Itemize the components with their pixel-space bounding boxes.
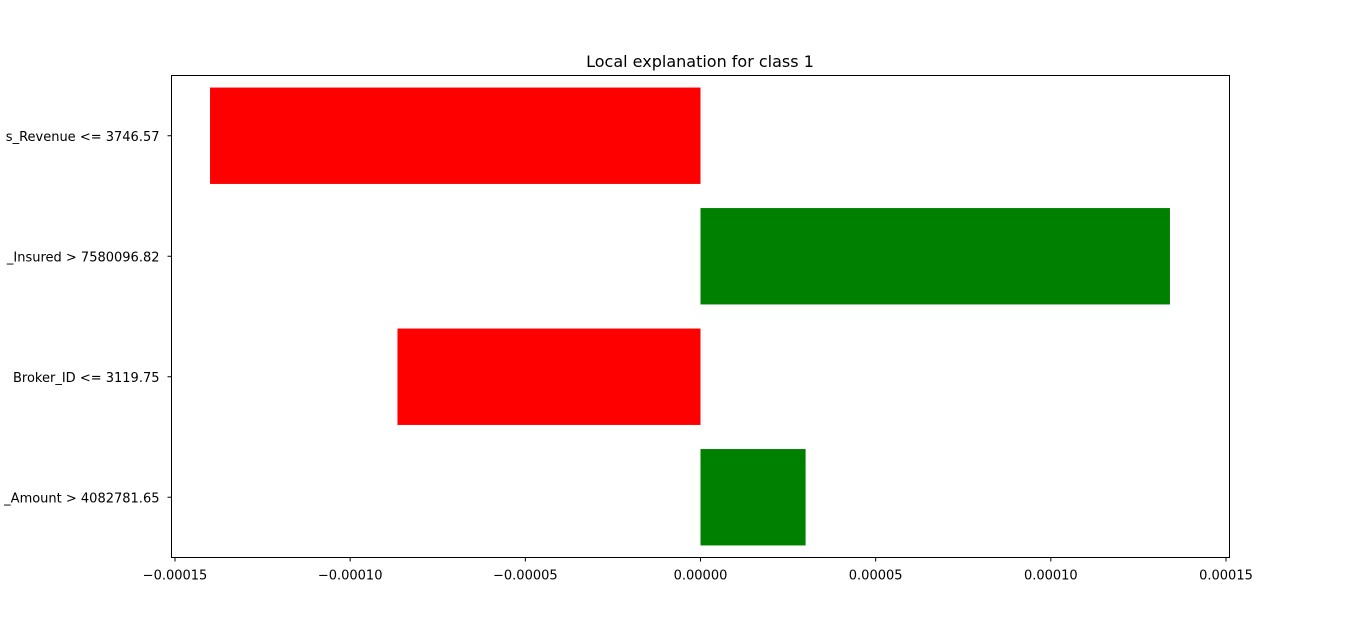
bar-1 xyxy=(210,87,701,184)
x-tick-label-3: −0.00005 xyxy=(493,569,558,584)
x-tick-label-4: 0.00000 xyxy=(674,569,728,584)
y-tick-label-4: _Amount > 4082781.65 xyxy=(3,491,159,506)
bar-3 xyxy=(397,328,701,425)
y-tick-label-2: _Insured > 7580096.82 xyxy=(6,250,160,265)
y-axis: s_Revenue <= 3746.57 _Insured > 7580096.8… xyxy=(3,130,172,506)
x-tick-label-7: 0.00015 xyxy=(1199,569,1253,584)
x-axis: −0.00015 −0.00010 −0.00005 0.00000 0.00005 0.… xyxy=(143,557,1253,584)
bar-2 xyxy=(700,208,1170,305)
bars-layer xyxy=(210,87,1170,546)
x-tick-label-5: 0.00005 xyxy=(849,569,903,584)
y-tick-label-3: Broker_ID <= 3119.75 xyxy=(13,371,160,386)
x-tick-label-6: 0.00010 xyxy=(1024,569,1078,584)
chart-title: Local explanation for class 1 xyxy=(586,52,814,71)
y-tick-label-1: s_Revenue <= 3746.57 xyxy=(6,130,160,145)
bar-4 xyxy=(700,449,806,546)
x-tick-label-1: −0.00015 xyxy=(143,569,208,584)
x-tick-label-2: −0.00010 xyxy=(318,569,383,584)
